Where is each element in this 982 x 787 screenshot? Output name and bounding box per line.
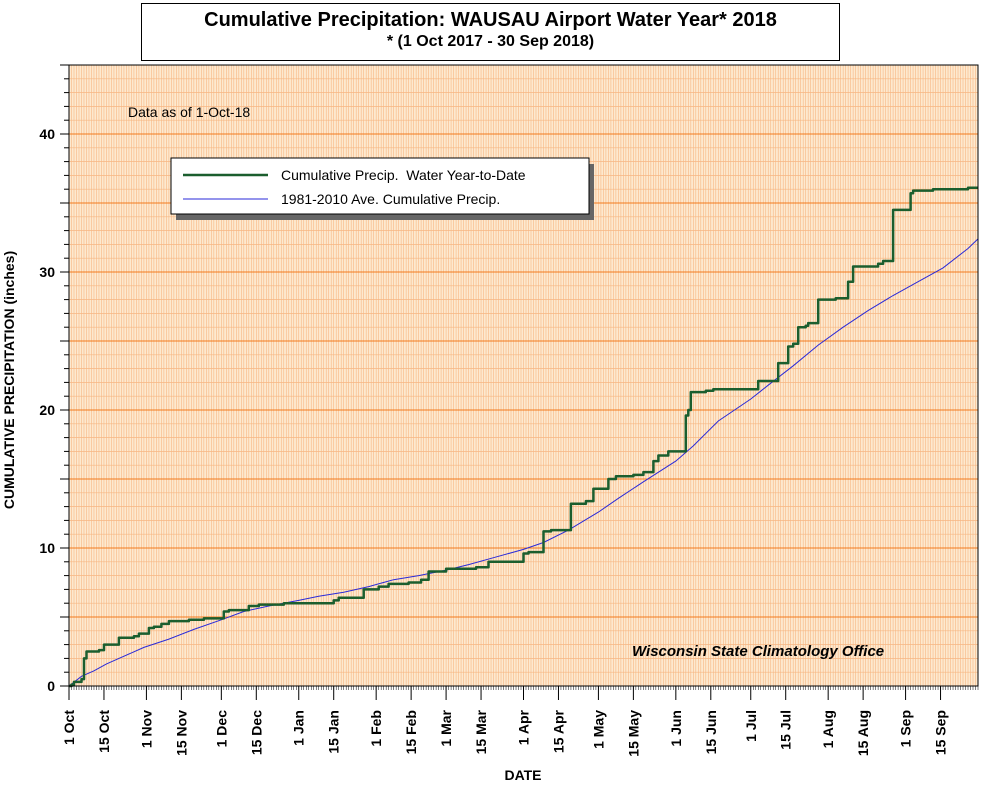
x-tick-label: 1 Nov	[138, 710, 154, 748]
series-normal-line	[68, 238, 979, 687]
x-tick-label: 1 May	[590, 710, 606, 749]
legend-label-actual: Cumulative Precip. Water Year-to-Date	[281, 167, 526, 183]
legend: Cumulative Precip. Water Year-to-Date 19…	[170, 157, 594, 220]
y-tick-label: 30	[39, 264, 55, 280]
x-tick-label: 15 Sep	[933, 710, 949, 755]
x-tick-label: 15 Apr	[550, 709, 566, 753]
x-tick-label: 1 Jan	[291, 710, 307, 746]
x-tick-label: 15 Dec	[248, 710, 264, 755]
y-axis-title: CUMULATIVE PRECIPITATION (inches)	[1, 251, 17, 509]
series-layer	[68, 186, 979, 688]
x-tick-label: 15 Nov	[173, 710, 189, 756]
x-tick-label: 1 Jul	[743, 710, 759, 742]
x-tick-label: 1 Mar	[438, 709, 454, 746]
x-tick-label: 15 May	[625, 710, 641, 757]
title-box: Cumulative Precipitation: WAUSAU Airport…	[141, 3, 840, 61]
y-axis: 0 10 20 30 40	[39, 64, 69, 694]
x-tick-label: 15 Feb	[403, 710, 419, 754]
legend-box	[170, 157, 590, 215]
x-tick-label: 1 Dec	[213, 710, 229, 748]
legend-label-normal: 1981-2010 Ave. Cumulative Precip.	[281, 191, 500, 207]
x-tick-label: 1 Apr	[516, 709, 532, 745]
x-tick-label: 15 Oct	[96, 710, 112, 753]
data-date-note: Data as of 1-Oct-18	[128, 104, 250, 120]
chart-title: Cumulative Precipitation: WAUSAU Airport…	[204, 9, 777, 31]
x-axis-title: DATE	[504, 767, 541, 783]
y-tick-label: 20	[39, 402, 55, 418]
x-tick-label: 15 Aug	[855, 710, 871, 756]
x-tick-label: 15 Jul	[778, 710, 794, 750]
x-tick-label: 1 Jun	[668, 710, 684, 747]
y-tick-label: 40	[39, 126, 55, 142]
x-tick-label: 15 Jun	[703, 710, 719, 754]
x-tick-label: 1 Oct	[61, 710, 77, 745]
x-tick-label: 15 Mar	[473, 709, 489, 754]
x-axis: 1 Oct 15 Oct 1 Nov 15 Nov 1 Dec 15 Dec 1 Jan 15…	[61, 686, 979, 757]
x-tick-label: 1 Feb	[368, 710, 384, 747]
y-tick-label: 10	[39, 540, 55, 556]
series-actual-line	[69, 186, 978, 688]
chart-subtitle: * (1 Oct 2017 - 30 Sep 2018)	[386, 33, 595, 50]
x-tick-label: 1 Aug	[820, 710, 836, 748]
x-tick-label: 15 Jan	[326, 710, 342, 754]
credit-label: Wisconsin State Climatology Office	[632, 643, 884, 660]
y-tick-label: 0	[47, 678, 55, 694]
x-tick-label: 1 Sep	[898, 710, 914, 747]
